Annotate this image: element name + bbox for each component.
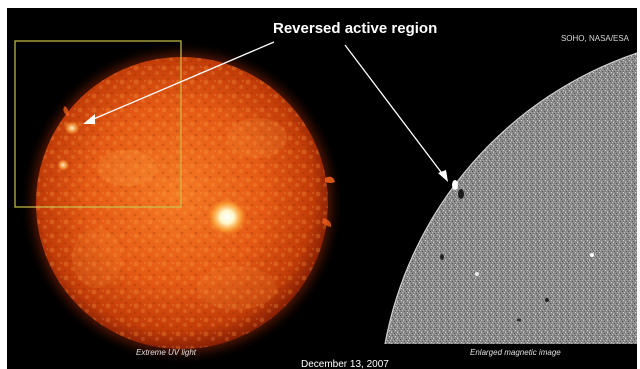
sun-disk xyxy=(20,41,344,365)
image-credit: SOHO, NASA/ESA xyxy=(560,34,629,43)
highlight-box xyxy=(14,40,182,208)
annotation-label: Reversed active region xyxy=(273,20,438,37)
solar-flare xyxy=(207,198,247,236)
image-date: December 13, 2007 xyxy=(301,359,389,369)
annotation-arrows xyxy=(83,41,448,182)
magnetogram-image xyxy=(384,52,637,345)
image-frame: Reversed active region SOHO, NASA/ESA Ex… xyxy=(7,8,637,369)
caption-magnetic-image: Enlarged magnetic image xyxy=(470,348,561,357)
sun-scene xyxy=(14,40,637,365)
active-region-spot xyxy=(57,159,69,171)
caption-uv-image: Extreme UV light xyxy=(136,348,197,357)
reversed-active-region-spot xyxy=(64,121,80,135)
